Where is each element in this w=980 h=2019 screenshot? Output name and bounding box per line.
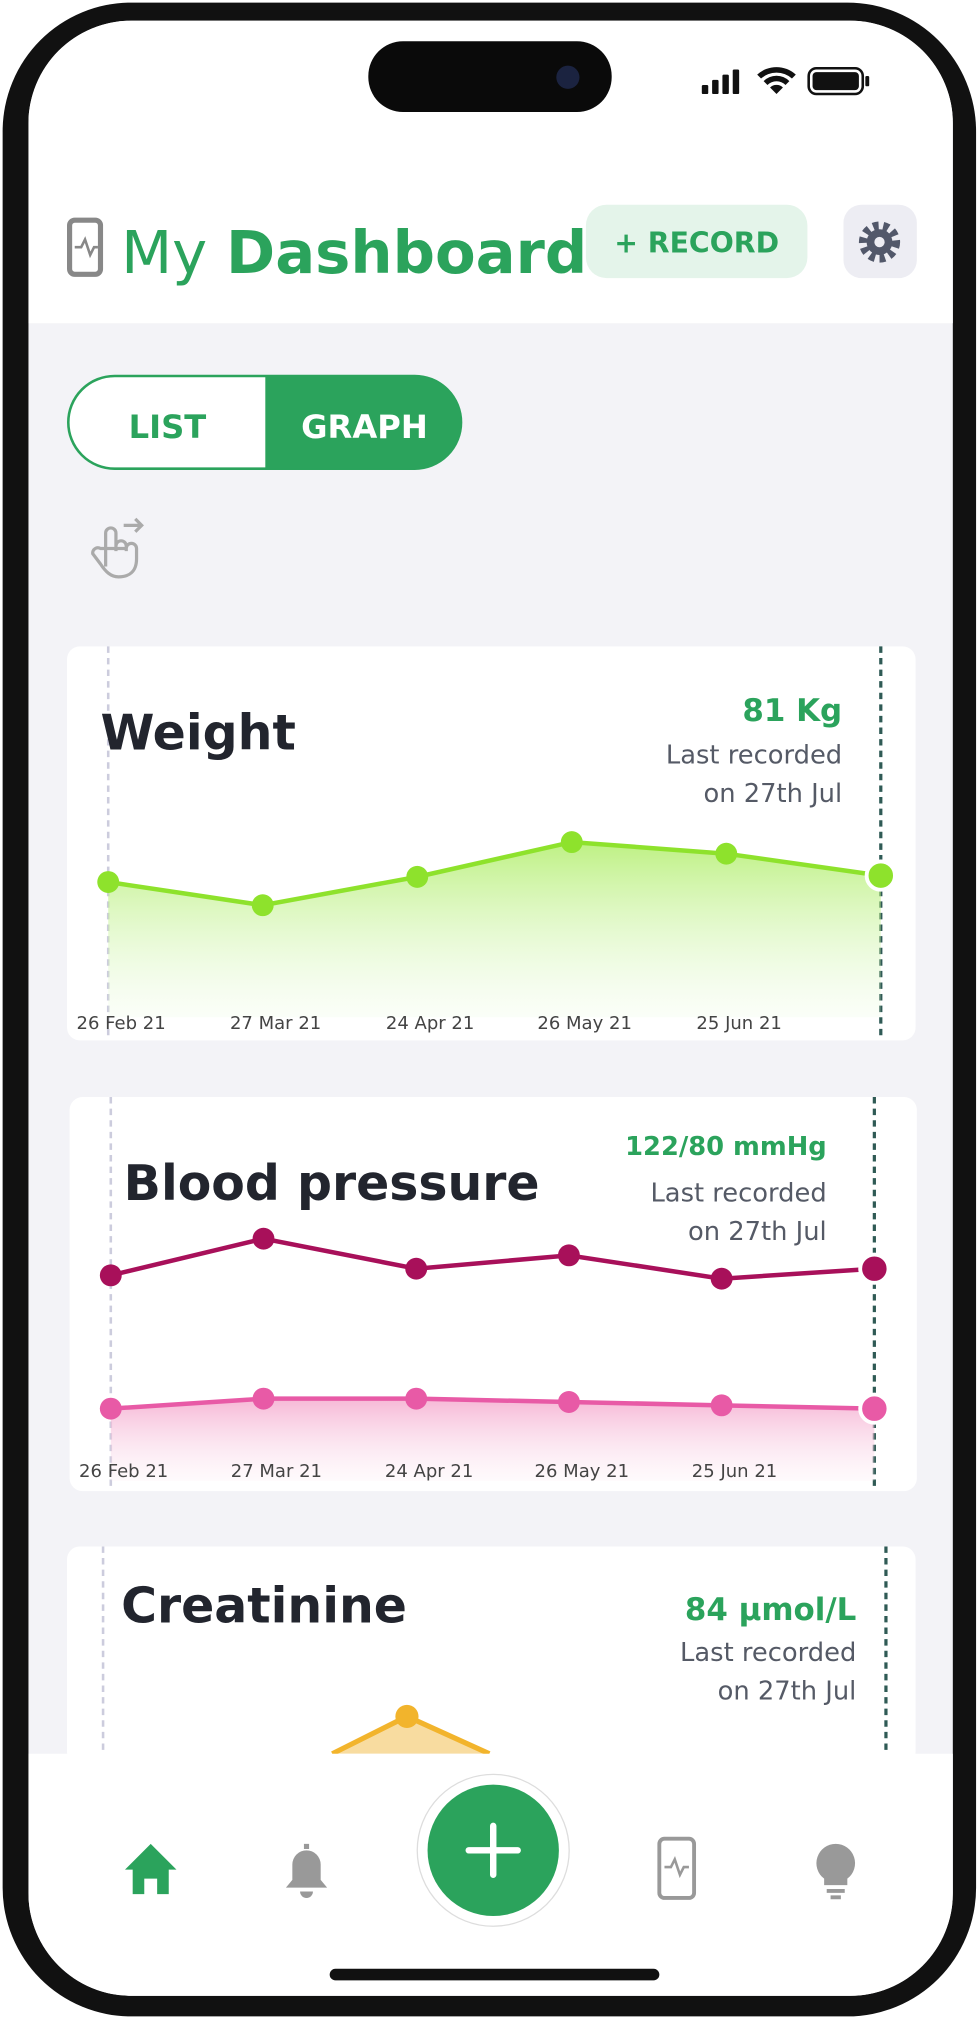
data-point: [99, 1397, 122, 1420]
toggle-label: LIST: [129, 408, 207, 446]
card-title: Creatinine: [121, 1577, 407, 1634]
x-tick-label: 25 Jun 21: [692, 1461, 777, 1482]
data-point: [251, 894, 274, 917]
toggle-option[interactable]: LIST: [129, 408, 207, 446]
data-point: [864, 859, 897, 892]
title-prefix: My: [121, 218, 207, 287]
metric-card: Blood pressure 122/80 mmHg Last recorded on…: [69, 1097, 917, 1492]
home-indicator: [329, 1968, 660, 1981]
data-point: [715, 842, 738, 865]
recorded-label: Last recorded: [666, 741, 842, 771]
settings-button[interactable]: [843, 204, 917, 279]
x-tick-label: 26 Feb 21: [79, 1461, 168, 1482]
dynamic-island: [368, 41, 612, 113]
latest-value: 84 µmol/L: [685, 1592, 856, 1628]
swipe-hint-icon: [91, 517, 144, 579]
creatinine-peak: [331, 1704, 491, 1757]
x-tick-label: 27 Mar 21: [230, 1013, 321, 1034]
metric-card: Creatinine 84 µmol/L Last recorded on 27th …: [67, 1546, 916, 1766]
data-point: [557, 1244, 580, 1267]
data-point: [99, 1264, 122, 1287]
data-point: [252, 1227, 275, 1250]
nav-tips[interactable]: [816, 1843, 856, 1900]
series-area: [108, 842, 881, 1018]
series-line: [110, 1236, 875, 1281]
creatinine-point: [395, 1704, 419, 1728]
record-button-bg: [585, 204, 808, 279]
bulb-icon: [816, 1843, 856, 1900]
x-tick-label: 26 May 21: [537, 1013, 632, 1034]
gear-hole: [874, 236, 885, 248]
recorded-label: Last recorded: [680, 1638, 856, 1668]
series-line: [110, 1396, 875, 1411]
nav-add[interactable]: [416, 1773, 570, 1927]
data-point: [406, 865, 429, 888]
recorded-date: on 27th Jul: [718, 1677, 857, 1707]
recorded-label: Last recorded: [650, 1178, 826, 1208]
toggle-option[interactable]: GRAPH: [265, 375, 462, 469]
card-bg: [69, 1097, 917, 1492]
toggle-label: GRAPH: [301, 408, 428, 446]
app-icon: [67, 217, 104, 277]
nav-alerts[interactable]: [285, 1843, 328, 1898]
device-icon: [657, 1836, 697, 1900]
home-icon: [124, 1843, 177, 1895]
x-tick-label: 26 May 21: [535, 1461, 630, 1482]
card-title: Blood pressure: [124, 1155, 540, 1212]
latest-value: 122/80 mmHg: [625, 1132, 827, 1162]
x-tick-label: 24 Apr 21: [385, 1461, 473, 1482]
status-icons: [701, 66, 870, 96]
x-tick-label: 24 Apr 21: [386, 1013, 474, 1034]
series-area: [110, 1398, 875, 1481]
data-point: [557, 1391, 580, 1413]
toggle-selected-bg: [265, 375, 462, 469]
record-button[interactable]: + RECORD: [585, 204, 808, 279]
title-bold: Dashboard: [226, 218, 587, 287]
page-title: My Dashboard: [121, 218, 587, 287]
recorded-date: on 27th Jul: [688, 1217, 827, 1247]
x-tick-label: 26 Feb 21: [76, 1013, 165, 1034]
data-point: [97, 871, 120, 893]
metric-card: Weight 81 Kg Last recorded on 27th Jul 26 Fe…: [67, 646, 916, 1041]
series-line: [107, 839, 882, 908]
camera: [556, 65, 580, 89]
bell-icon: [285, 1843, 328, 1898]
add-plus: [465, 1822, 521, 1879]
data-point: [710, 1267, 733, 1290]
device-pulse: [664, 1855, 689, 1879]
data-point: [858, 1392, 891, 1425]
record-button-label: + RECORD: [614, 226, 779, 259]
x-tick-label: 25 Jun 21: [696, 1013, 781, 1034]
data-point: [405, 1387, 428, 1410]
data-point: [405, 1257, 428, 1280]
latest-value: 81 Kg: [742, 693, 842, 729]
x-tick-label: 27 Mar 21: [231, 1461, 322, 1482]
data-point: [252, 1387, 275, 1410]
data-point: [710, 1394, 733, 1417]
nav-home[interactable]: [124, 1843, 177, 1895]
card-bg: [67, 1546, 916, 1766]
nav-devices[interactable]: [657, 1836, 697, 1900]
data-point: [858, 1252, 891, 1285]
view-toggle: LIST GRAPH: [67, 374, 463, 470]
creatinine-area: [332, 1716, 490, 1754]
data-point: [560, 831, 583, 854]
gear: [858, 221, 901, 263]
card-title: Weight: [100, 704, 295, 761]
recorded-date: on 27th Jul: [703, 779, 842, 809]
